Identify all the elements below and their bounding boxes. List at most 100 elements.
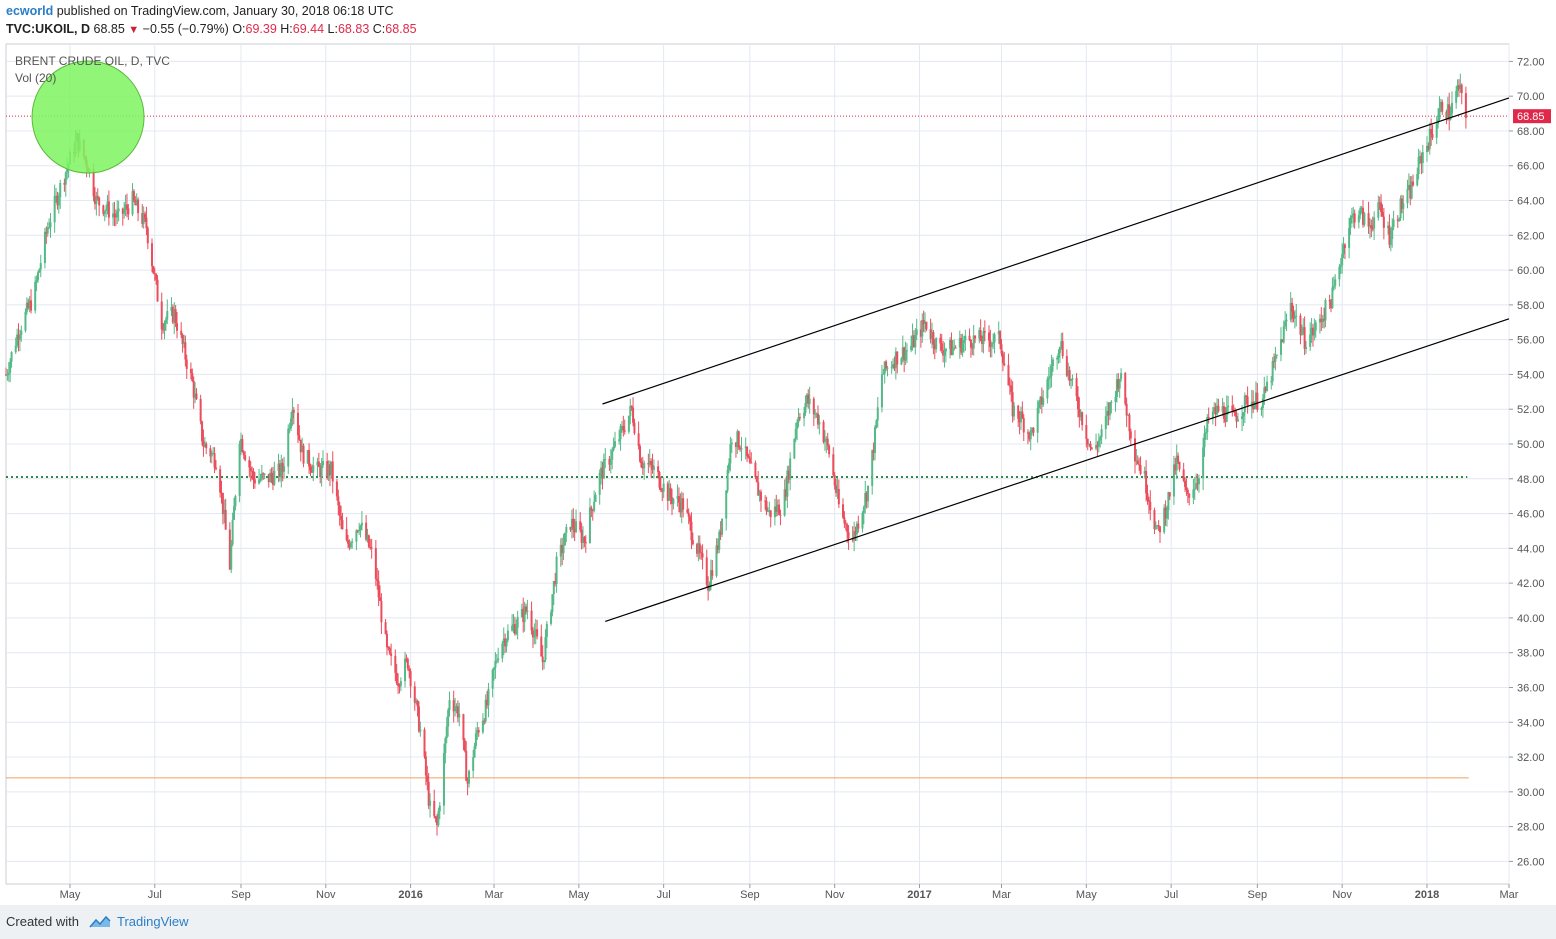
candle-body[interactable] xyxy=(1359,208,1362,216)
candle-body[interactable] xyxy=(1038,401,1041,408)
candle-body[interactable] xyxy=(1285,319,1288,322)
candle-body[interactable] xyxy=(1013,405,1016,417)
candle-body[interactable] xyxy=(1185,486,1188,490)
candle-body[interactable] xyxy=(1311,327,1314,336)
candle-body[interactable] xyxy=(816,413,819,425)
candle-body[interactable] xyxy=(366,535,369,540)
candle-body[interactable] xyxy=(35,280,38,282)
candle-body[interactable] xyxy=(739,447,742,450)
candle-body[interactable] xyxy=(46,227,49,234)
candle-body[interactable] xyxy=(1125,403,1128,416)
candle-body[interactable] xyxy=(550,612,553,624)
candle-body[interactable] xyxy=(851,538,854,541)
candle-body[interactable] xyxy=(872,450,875,454)
candle-body[interactable] xyxy=(658,472,661,488)
candle-body[interactable] xyxy=(1378,202,1381,204)
candle-body[interactable] xyxy=(1047,377,1050,380)
candle-body[interactable] xyxy=(1167,492,1170,511)
candle-body[interactable] xyxy=(144,213,147,218)
candle-body[interactable] xyxy=(228,529,231,570)
candle-body[interactable] xyxy=(1254,392,1257,403)
candle-body[interactable] xyxy=(454,707,457,712)
candle-body[interactable] xyxy=(146,228,149,244)
candle-body[interactable] xyxy=(1095,445,1098,449)
candle-body[interactable] xyxy=(825,438,828,442)
candle-body[interactable] xyxy=(796,422,799,430)
candle-body[interactable] xyxy=(808,398,811,404)
candle-body[interactable] xyxy=(734,442,737,448)
candle-body[interactable] xyxy=(1236,418,1239,422)
candle-body[interactable] xyxy=(408,668,411,672)
candle-body[interactable] xyxy=(28,300,31,308)
candle-body[interactable] xyxy=(1177,455,1180,462)
candle-body[interactable] xyxy=(853,531,856,541)
candle-body[interactable] xyxy=(114,215,117,218)
candle-body[interactable] xyxy=(445,726,448,739)
candle-body[interactable] xyxy=(107,201,110,218)
candle-body[interactable] xyxy=(1217,405,1220,412)
candle-body[interactable] xyxy=(231,519,234,545)
candle-body[interactable] xyxy=(983,331,986,333)
candle-body[interactable] xyxy=(885,361,888,369)
candle-body[interactable] xyxy=(1352,213,1355,216)
candle-body[interactable] xyxy=(652,466,655,470)
candle-body[interactable] xyxy=(493,667,496,670)
candle-body[interactable] xyxy=(997,331,1000,335)
candle-body[interactable] xyxy=(43,231,46,264)
candle-body[interactable] xyxy=(992,342,995,344)
candle-body[interactable] xyxy=(134,199,137,206)
candle-body[interactable] xyxy=(804,402,807,413)
candle-body[interactable] xyxy=(280,463,283,477)
candle-body[interactable] xyxy=(288,428,291,430)
candle-body[interactable] xyxy=(1363,213,1366,225)
candle-body[interactable] xyxy=(689,516,692,522)
candle-body[interactable] xyxy=(1339,265,1342,267)
candle-body[interactable] xyxy=(1156,525,1159,527)
candle-body[interactable] xyxy=(1065,356,1068,376)
candle-body[interactable] xyxy=(1089,443,1092,448)
candle-body[interactable] xyxy=(269,472,272,483)
candle-body[interactable] xyxy=(893,364,896,369)
candle-body[interactable] xyxy=(588,507,591,543)
candle-body[interactable] xyxy=(883,361,886,374)
candle-body[interactable] xyxy=(1321,318,1324,322)
candle-body[interactable] xyxy=(1360,207,1363,209)
candle-body[interactable] xyxy=(1070,379,1073,381)
candle-body[interactable] xyxy=(594,494,597,502)
candle-body[interactable] xyxy=(726,469,729,491)
candle-body[interactable] xyxy=(651,465,654,470)
candle-body[interactable] xyxy=(979,330,982,342)
candle-body[interactable] xyxy=(1146,493,1149,500)
candle-body[interactable] xyxy=(312,465,315,473)
candle-body[interactable] xyxy=(132,191,135,200)
candle-body[interactable] xyxy=(345,529,348,541)
candle-body[interactable] xyxy=(281,463,284,472)
candle-body[interactable] xyxy=(185,359,188,369)
candle-body[interactable] xyxy=(170,306,173,311)
candle-body[interactable] xyxy=(1256,392,1259,410)
candle-body[interactable] xyxy=(1450,102,1453,114)
candle-body[interactable] xyxy=(1380,202,1383,213)
candle-body[interactable] xyxy=(1271,361,1274,382)
candle-body[interactable] xyxy=(358,530,361,532)
candle-body[interactable] xyxy=(1438,108,1441,120)
candle-body[interactable] xyxy=(436,818,439,826)
candle-body[interactable] xyxy=(121,208,124,214)
candle-body[interactable] xyxy=(195,393,198,399)
candle-body[interactable] xyxy=(775,506,778,512)
candle-body[interactable] xyxy=(1216,405,1219,415)
candle-body[interactable] xyxy=(962,340,965,344)
candle-body[interactable] xyxy=(776,504,779,512)
candle-body[interactable] xyxy=(847,532,850,539)
candle-body[interactable] xyxy=(551,594,554,613)
candle-body[interactable] xyxy=(1342,244,1345,255)
candle-body[interactable] xyxy=(1133,438,1136,462)
candle-body[interactable] xyxy=(627,415,630,432)
candle-body[interactable] xyxy=(1184,480,1187,487)
candle-body[interactable] xyxy=(298,435,301,440)
candle-body[interactable] xyxy=(309,466,312,471)
candle-body[interactable] xyxy=(591,509,594,511)
candle-body[interactable] xyxy=(290,418,293,429)
candle-body[interactable] xyxy=(448,700,451,711)
candle-body[interactable] xyxy=(1057,353,1060,358)
